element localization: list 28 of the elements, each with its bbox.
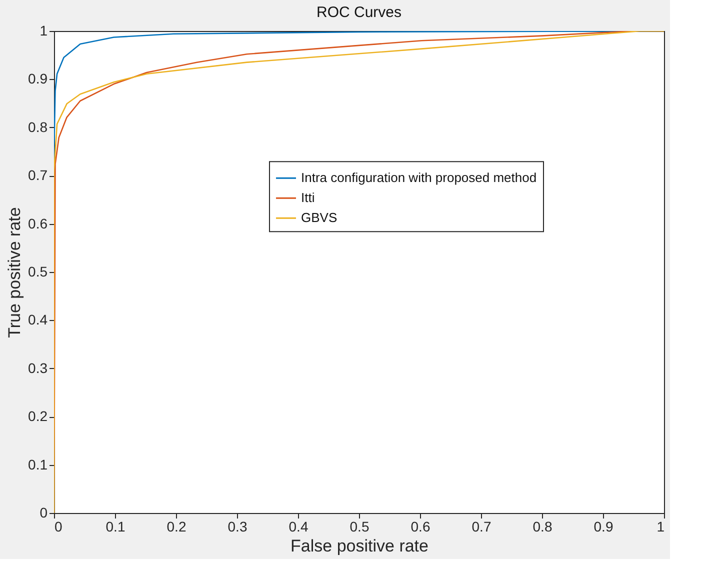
- y-tick-label: 0: [40, 504, 48, 520]
- y-tick-label: 0.4: [28, 312, 48, 328]
- x-tick-label: 0.9: [594, 518, 614, 534]
- x-tick-label: 0: [54, 518, 62, 534]
- y-tick-label: 0.3: [28, 360, 48, 376]
- y-tick-label: 0.7: [28, 167, 48, 184]
- x-tick-label: 0.1: [106, 518, 126, 534]
- x-axis-title: False positive rate: [290, 536, 428, 556]
- y-tick-label: 1: [40, 22, 48, 38]
- y-tick-label: 0.6: [28, 215, 48, 232]
- x-tick-label: 0.3: [228, 518, 248, 534]
- x-tick-label: 0.4: [288, 518, 308, 534]
- y-tick-label: 0.1: [28, 456, 48, 472]
- y-axis-title: True positive rate: [5, 207, 24, 338]
- chart-title: ROC Curves: [316, 4, 402, 21]
- y-tick-label: 0.2: [28, 408, 48, 424]
- legend-label: Intra configuration with proposed method: [301, 170, 537, 186]
- x-tick-label: 0.6: [410, 518, 430, 534]
- y-tick-label: 0.8: [28, 118, 48, 135]
- x-tick-label: 0.7: [472, 518, 492, 534]
- legend-label: GBVS: [301, 210, 338, 226]
- x-tick-label: 1: [656, 518, 665, 534]
- x-tick-label: 0.5: [350, 518, 370, 534]
- x-tick-label: 0.8: [532, 518, 552, 534]
- x-tick-label: 0.2: [166, 518, 186, 534]
- legend-label: Itti: [301, 190, 315, 206]
- y-tick-label: 0.9: [28, 70, 48, 87]
- y-tick-label: 0.5: [28, 264, 48, 280]
